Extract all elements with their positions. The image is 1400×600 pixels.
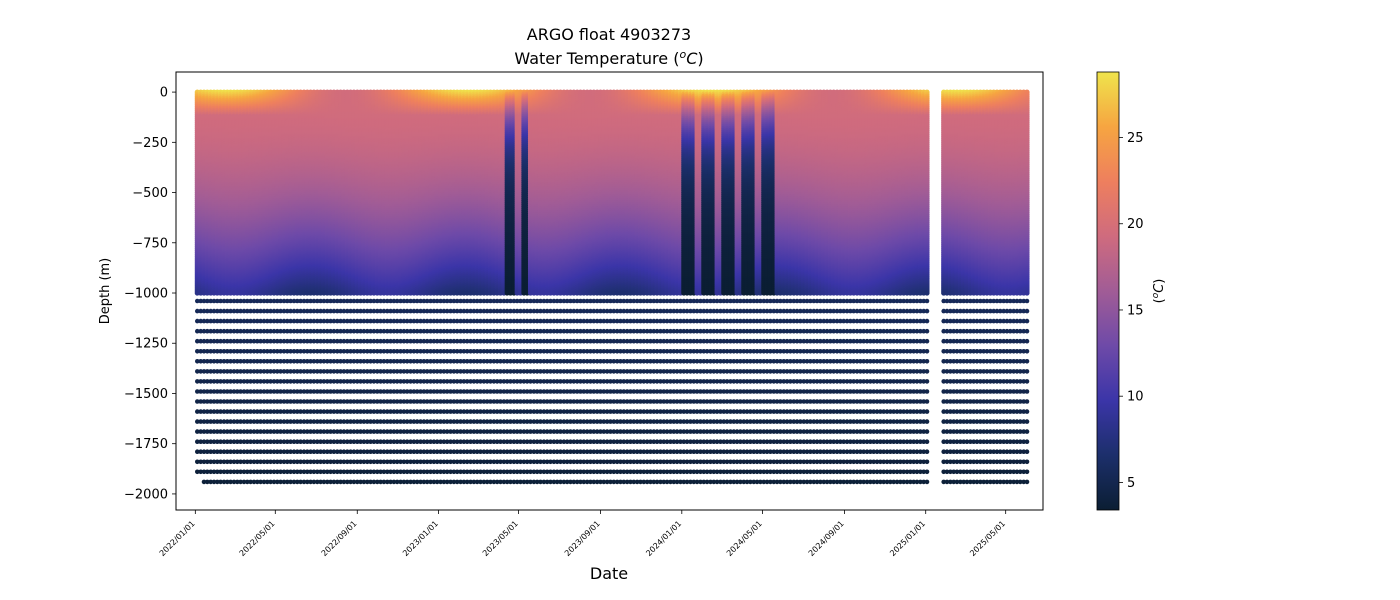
chart-title-line1: ARGO float 4903273 [527,25,691,44]
argo-temperature-chart: ARGO float 4903273 Water Temperature (oC… [0,0,1400,600]
scatter-points [195,90,1030,485]
chart-title-line2: Water Temperature (oC) [514,48,703,69]
